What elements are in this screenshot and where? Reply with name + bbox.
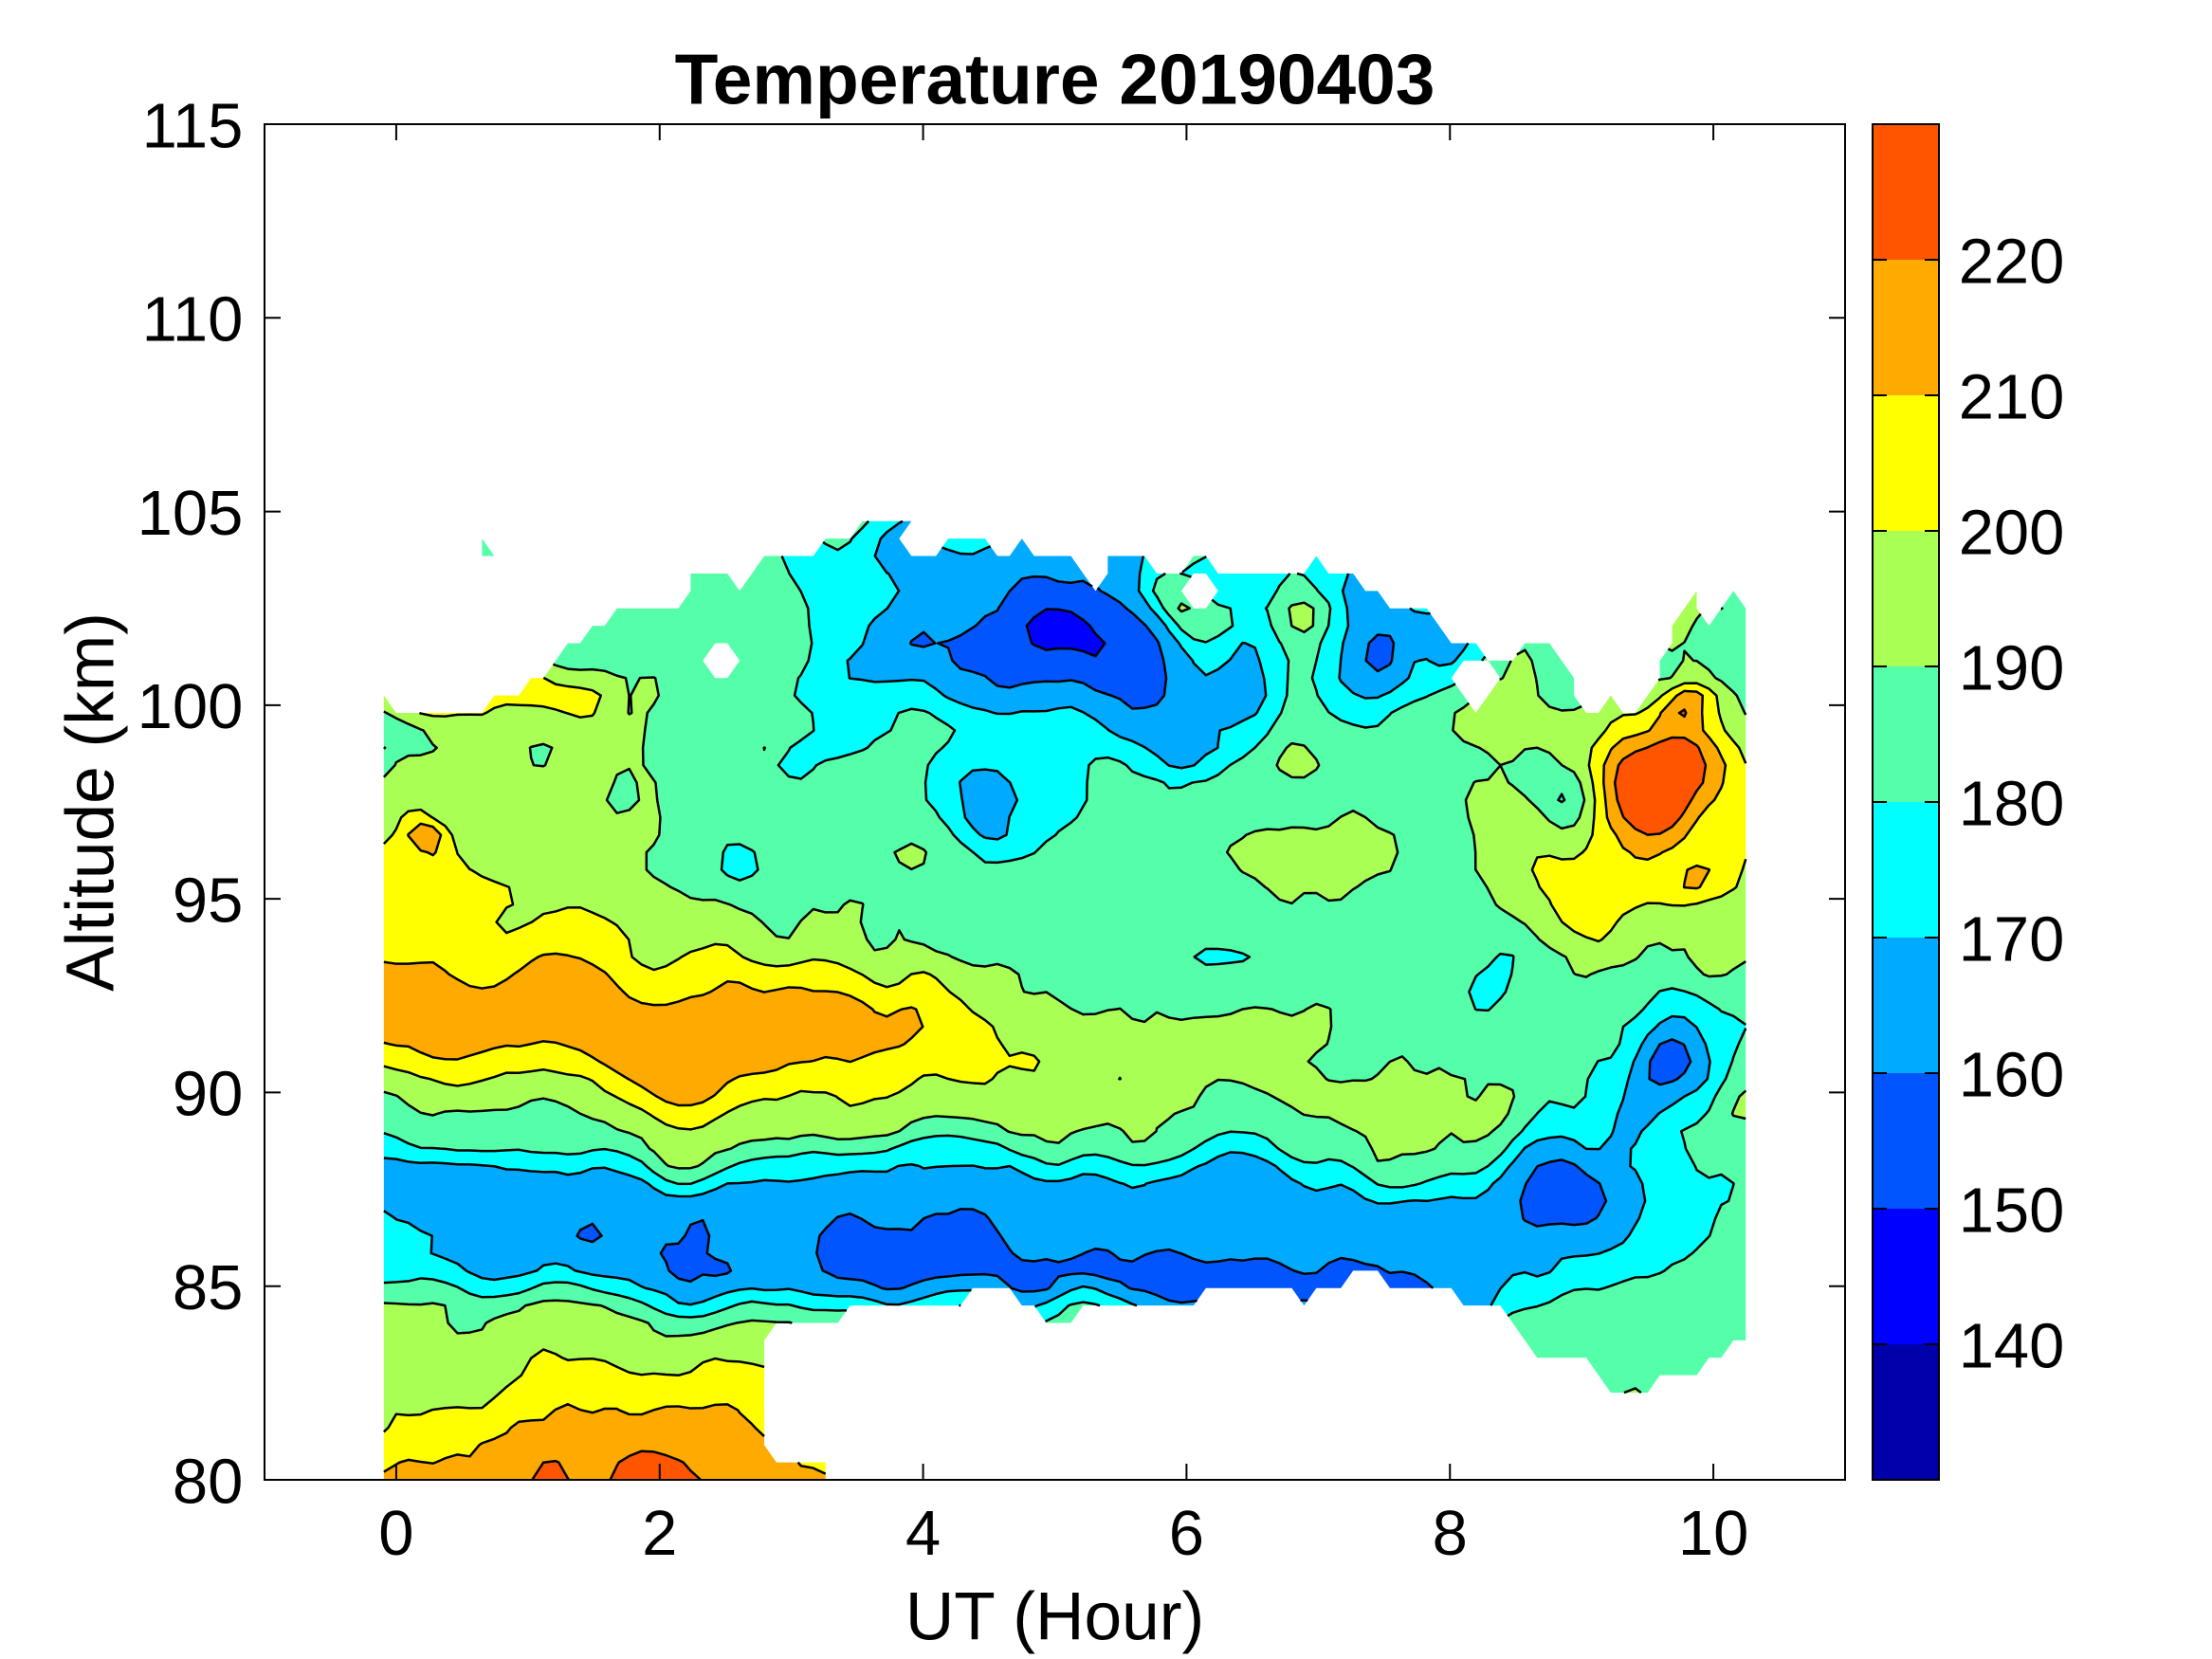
svg-text:100: 100: [137, 671, 244, 742]
svg-text:110: 110: [142, 284, 244, 356]
svg-text:170: 170: [1959, 903, 2065, 975]
svg-text:190: 190: [1959, 632, 2065, 703]
svg-text:95: 95: [173, 865, 243, 936]
svg-text:180: 180: [1959, 768, 2065, 839]
svg-text:0: 0: [378, 1498, 413, 1569]
svg-text:210: 210: [1959, 361, 2065, 432]
svg-text:10: 10: [1678, 1498, 1748, 1569]
svg-text:200: 200: [1959, 497, 2065, 568]
svg-text:Altitude (km): Altitude (km): [52, 612, 128, 992]
svg-text:160: 160: [1959, 1039, 2065, 1110]
svg-text:6: 6: [1169, 1498, 1204, 1569]
svg-text:4: 4: [905, 1498, 941, 1569]
svg-text:UT (Hour): UT (Hour): [905, 1578, 1204, 1654]
svg-text:85: 85: [173, 1252, 243, 1323]
svg-text:115: 115: [142, 90, 244, 161]
svg-text:150: 150: [1959, 1175, 2065, 1246]
svg-text:220: 220: [1959, 226, 2065, 297]
svg-text:2: 2: [642, 1498, 677, 1569]
svg-text:80: 80: [173, 1446, 243, 1517]
svg-text:90: 90: [173, 1059, 243, 1130]
svg-text:Temperature 20190403: Temperature 20190403: [675, 39, 1435, 118]
svg-text:140: 140: [1959, 1310, 2065, 1381]
svg-text:105: 105: [137, 478, 244, 549]
svg-text:8: 8: [1433, 1498, 1468, 1569]
